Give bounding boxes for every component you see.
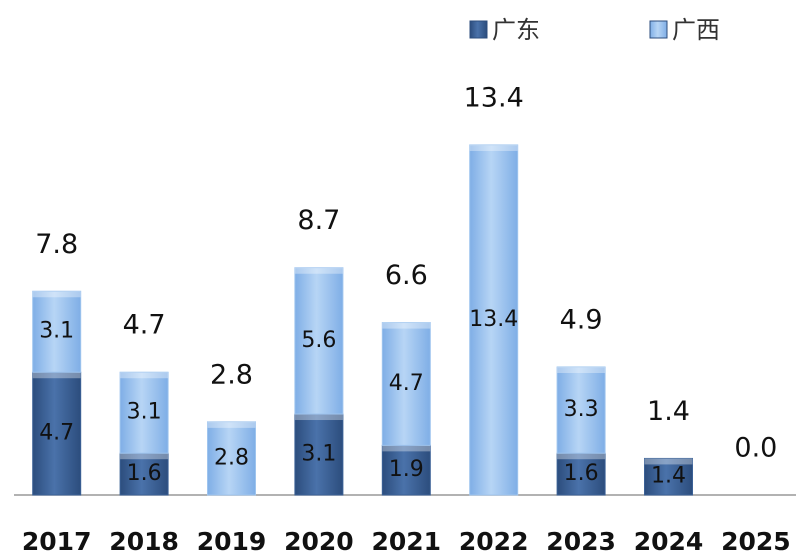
legend-label: 广西 bbox=[672, 16, 720, 44]
legend-label: 广东 bbox=[492, 16, 540, 44]
bar-segment bbox=[644, 457, 693, 496]
segment-label: 3.1 bbox=[127, 400, 162, 425]
bar-cap bbox=[294, 267, 343, 274]
x-tick-label: 2020 bbox=[284, 527, 354, 556]
segment-label: 1.6 bbox=[127, 461, 162, 486]
x-tick-label: 2025 bbox=[721, 527, 791, 556]
bar-segment bbox=[294, 267, 344, 415]
segment-label: 4.7 bbox=[389, 371, 424, 396]
total-label: 4.7 bbox=[123, 310, 166, 341]
segment-label: 4.7 bbox=[39, 421, 74, 446]
segment-label: 1.9 bbox=[389, 457, 424, 482]
x-tick-label: 2024 bbox=[634, 527, 704, 556]
bar-segment bbox=[556, 366, 606, 454]
segment-label: 3.1 bbox=[301, 442, 336, 467]
bar-cap bbox=[32, 372, 81, 379]
bar-segment bbox=[32, 290, 82, 373]
bar-cap bbox=[294, 414, 343, 421]
bar-cap bbox=[207, 421, 256, 428]
bar-segment bbox=[469, 144, 519, 496]
x-tick-label: 2019 bbox=[197, 527, 267, 556]
x-tick-label: 2021 bbox=[372, 527, 442, 556]
segment-label: 1.6 bbox=[564, 461, 599, 486]
bar-cap bbox=[644, 458, 693, 465]
bar-segment bbox=[294, 413, 344, 496]
segment-label: 3.3 bbox=[564, 397, 599, 422]
bar-cap bbox=[120, 372, 169, 379]
segment-label: 13.4 bbox=[469, 307, 518, 332]
bar-segment bbox=[556, 452, 606, 496]
total-label: 8.7 bbox=[297, 205, 340, 236]
legend-swatch bbox=[649, 20, 668, 39]
legend-swatch bbox=[469, 20, 488, 39]
bar-cap bbox=[469, 144, 518, 151]
bar-cap bbox=[557, 367, 606, 374]
x-tick-label: 2018 bbox=[109, 527, 179, 556]
bar-cap bbox=[382, 322, 431, 329]
total-label: 2.8 bbox=[210, 359, 253, 390]
total-label: 13.4 bbox=[464, 82, 524, 113]
segment-label: 1.4 bbox=[651, 464, 686, 489]
bar-segment bbox=[207, 421, 256, 496]
bar-segment bbox=[381, 322, 431, 446]
bar-segment bbox=[381, 444, 431, 496]
x-tick-label: 2023 bbox=[546, 527, 616, 556]
segment-label: 3.1 bbox=[39, 319, 74, 344]
x-tick-label: 2017 bbox=[22, 527, 92, 556]
bar-cap bbox=[120, 453, 169, 460]
bar-cap bbox=[32, 291, 81, 298]
bar-segment bbox=[119, 371, 169, 454]
total-label: 6.6 bbox=[385, 260, 428, 291]
total-label: 4.9 bbox=[560, 305, 603, 336]
bar-cap bbox=[557, 453, 606, 460]
total-label: 1.4 bbox=[647, 396, 690, 427]
bar-cap bbox=[382, 445, 431, 452]
total-label: 0.0 bbox=[734, 433, 777, 464]
segment-label: 2.8 bbox=[214, 445, 249, 470]
segment-label: 5.6 bbox=[301, 328, 336, 353]
x-tick-label: 2022 bbox=[459, 527, 529, 556]
bar-segment bbox=[32, 371, 82, 496]
total-label: 7.8 bbox=[35, 229, 78, 260]
